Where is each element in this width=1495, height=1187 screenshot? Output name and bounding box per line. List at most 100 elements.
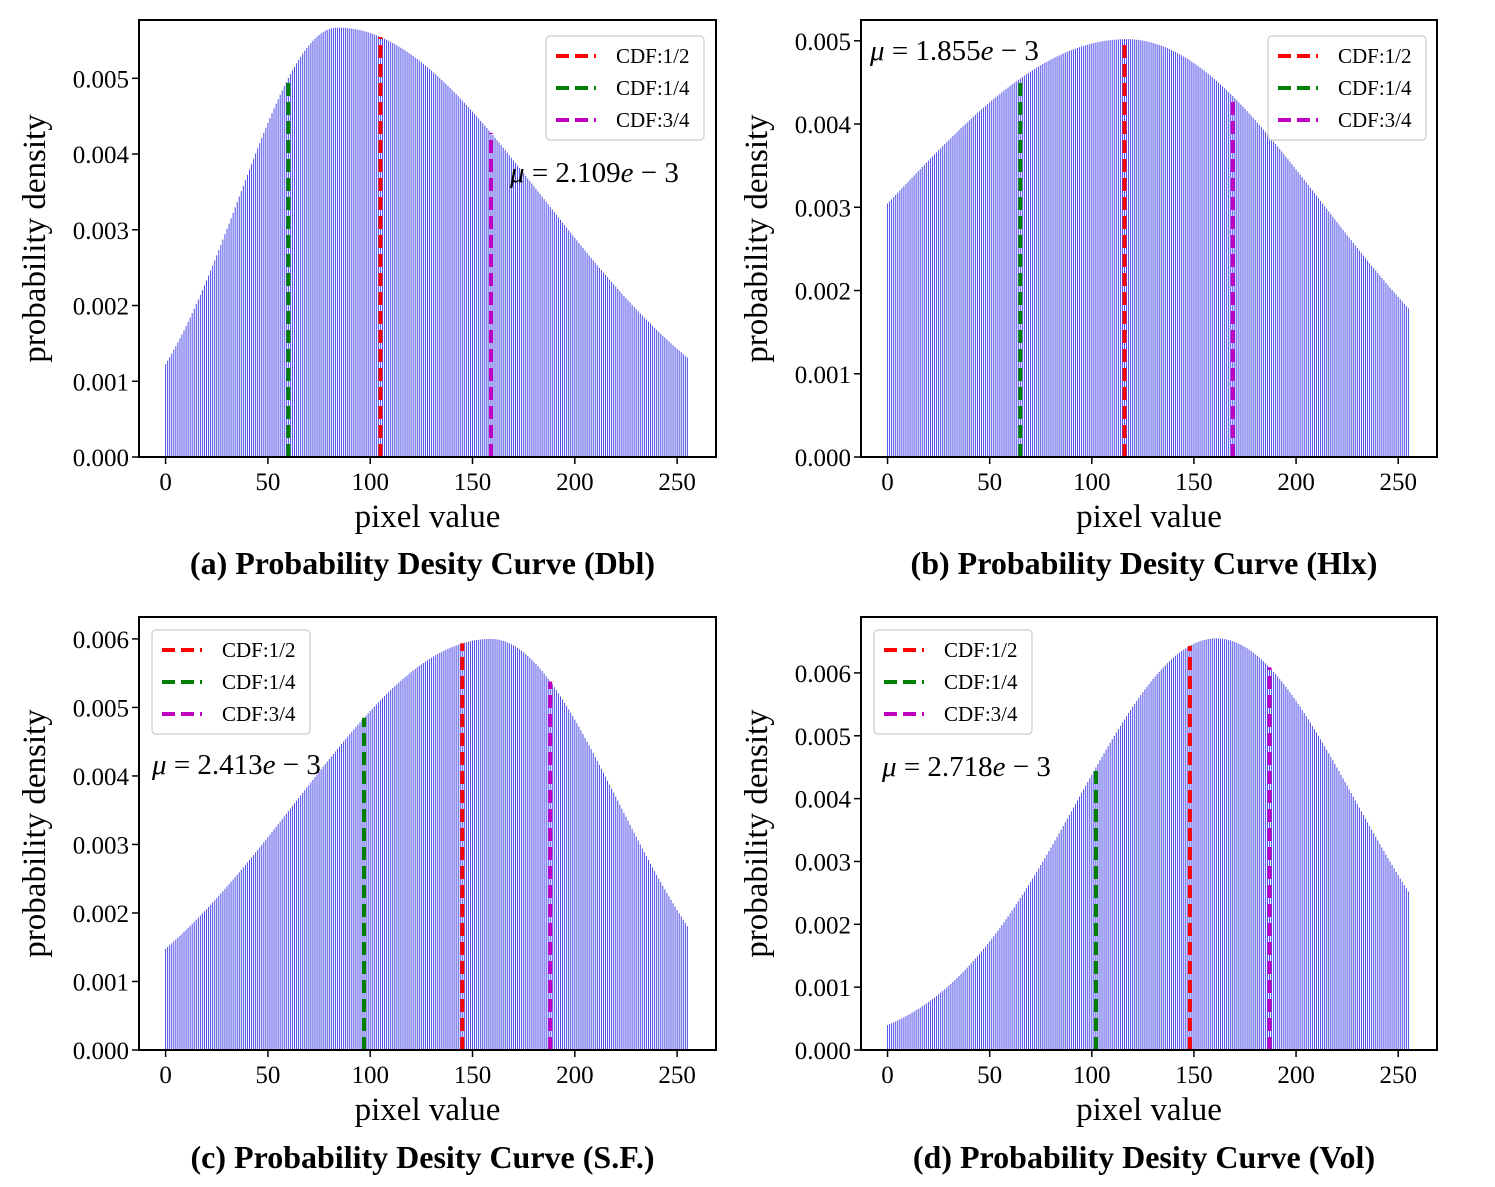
mean-exp-e: e — [263, 749, 276, 781]
legend: CDF:1/2 CDF:1/4 CDF:3/4 — [873, 629, 1033, 735]
x-axis-label: pixel value — [1076, 1092, 1222, 1128]
y-tick-label: 0.000 — [795, 445, 851, 472]
legend: CDF:1/2 CDF:1/4 CDF:3/4 — [151, 629, 311, 735]
y-tick-label: 0.004 — [795, 787, 852, 814]
y-tick-label: 0.000 — [73, 1038, 129, 1065]
x-tick-label: 100 — [351, 469, 389, 496]
y-tick-label: 0.004 — [795, 112, 852, 139]
x-tick-label: 150 — [454, 469, 492, 496]
plot-frame — [860, 616, 1438, 1051]
mean-value: = 1.855 — [885, 35, 981, 67]
y-tick-label: 0.002 — [73, 901, 129, 928]
y-tick-label: 0.006 — [795, 661, 851, 688]
bar-series — [165, 638, 688, 1050]
mean-annotation: μ = 2.718e − 3 — [881, 751, 1051, 783]
y-tick-label: 0.001 — [795, 362, 851, 389]
x-tick-label: 0 — [159, 469, 172, 496]
mean-mu-symbol: μ — [881, 751, 897, 783]
x-tick-label: 250 — [1379, 469, 1417, 496]
y-tick-label: 0.003 — [795, 195, 851, 222]
legend-box — [545, 35, 705, 141]
x-axis-label: pixel value — [355, 499, 501, 535]
y-tick-label: 0.003 — [73, 832, 129, 859]
bar-series — [165, 27, 688, 457]
plot-frame — [860, 19, 1438, 458]
x-tick-label: 250 — [1379, 1062, 1417, 1089]
x-tick-label: 100 — [1073, 1062, 1111, 1089]
legend-label: CDF:1/4 — [222, 670, 296, 694]
legend-label: CDF:3/4 — [616, 108, 690, 132]
y-tick-label: 0.001 — [795, 975, 851, 1002]
mean-mu-symbol: μ — [869, 35, 885, 67]
panel-d: 0 50 100 150 200 250 0.000 0.001 0.002 0.003 0.004… — [739, 616, 1438, 1175]
legend-label: CDF:1/4 — [944, 670, 1018, 694]
legend-label: CDF:1/4 — [1338, 76, 1412, 100]
mean-exponent: − 3 — [276, 749, 321, 781]
bar-series — [887, 638, 1409, 1050]
legend-box — [151, 629, 311, 735]
y-tick-label: 0.002 — [795, 279, 851, 306]
x-tick-label: 0 — [881, 1062, 894, 1089]
panel-caption: (d) Probability Desity Curve (Vol) — [913, 1139, 1375, 1175]
y-axis-label: probability density — [739, 709, 775, 958]
plot-frame — [138, 19, 717, 458]
y-tick-label: 0.001 — [73, 969, 129, 996]
x-tick-label: 200 — [1277, 469, 1315, 496]
x-tick-label: 250 — [658, 1062, 696, 1089]
x-tick-label: 50 — [977, 469, 1002, 496]
legend-label: CDF:1/4 — [616, 76, 690, 100]
mean-mu-symbol: μ — [509, 157, 525, 189]
panel-caption: (a) Probability Desity Curve (Dbl) — [190, 545, 655, 581]
y-axis-label: probability density — [739, 114, 775, 363]
y-tick-label: 0.003 — [795, 849, 851, 876]
x-tick-label: 150 — [1175, 1062, 1213, 1089]
x-tick-label: 200 — [556, 1062, 594, 1089]
legend-label: CDF:1/2 — [944, 638, 1018, 662]
legend-label: CDF:3/4 — [1338, 108, 1412, 132]
x-tick-label: 100 — [351, 1062, 389, 1089]
y-tick-label: 0.005 — [795, 724, 851, 751]
x-tick-label: 0 — [881, 469, 894, 496]
mean-exp-e: e — [993, 751, 1006, 783]
mean-annotation: μ = 2.109e − 3 — [509, 157, 679, 189]
x-axis-label: pixel value — [355, 1092, 501, 1128]
y-tick-label: 0.004 — [73, 142, 130, 169]
bar-series — [887, 39, 1409, 457]
mean-exp-e: e — [981, 35, 994, 67]
mean-exponent: − 3 — [1006, 751, 1051, 783]
legend-label: CDF:3/4 — [222, 702, 296, 726]
panel-caption: (c) Probability Desity Curve (S.F.) — [191, 1139, 655, 1175]
mean-value: = 2.413 — [167, 749, 263, 781]
mean-annotation: μ = 1.855e − 3 — [869, 35, 1039, 67]
x-tick-label: 100 — [1073, 469, 1111, 496]
x-tick-label: 200 — [556, 469, 594, 496]
y-tick-label: 0.006 — [73, 627, 129, 654]
x-tick-label: 50 — [977, 1062, 1002, 1089]
y-tick-label: 0.003 — [73, 218, 129, 245]
legend: CDF:1/2 CDF:1/4 CDF:3/4 — [1267, 35, 1427, 141]
mean-value: = 2.109 — [525, 157, 621, 189]
mean-value: = 2.718 — [897, 751, 993, 783]
legend-label: CDF:3/4 — [944, 702, 1018, 726]
mean-exponent: − 3 — [634, 157, 679, 189]
panel-a: 0 50 100 150 200 250 0.000 0.001 0.002 0.003 0.004… — [17, 19, 717, 581]
mean-exp-e: e — [621, 157, 634, 189]
panel-c: 0 50 100 150 200 250 0.000 0.001 0.002 0.003 0.004… — [17, 616, 717, 1175]
x-tick-label: 150 — [454, 1062, 492, 1089]
x-tick-label: 50 — [255, 469, 280, 496]
mean-exponent: − 3 — [994, 35, 1039, 67]
legend: CDF:1/2 CDF:1/4 CDF:3/4 — [545, 35, 705, 141]
y-tick-label: 0.004 — [73, 764, 130, 791]
legend-label: CDF:1/2 — [616, 44, 690, 68]
mean-annotation: μ = 2.413e − 3 — [151, 749, 321, 781]
y-axis-label: probability density — [17, 114, 53, 363]
legend-label: CDF:1/2 — [1338, 44, 1412, 68]
x-tick-label: 150 — [1175, 469, 1213, 496]
x-tick-label: 0 — [159, 1062, 172, 1089]
panel-b: 0 50 100 150 200 250 0.000 0.001 0.002 0.003 0.004… — [739, 19, 1438, 581]
y-tick-label: 0.005 — [73, 66, 129, 93]
x-tick-label: 50 — [255, 1062, 280, 1089]
y-tick-label: 0.005 — [795, 29, 851, 56]
legend-box — [1267, 35, 1427, 141]
